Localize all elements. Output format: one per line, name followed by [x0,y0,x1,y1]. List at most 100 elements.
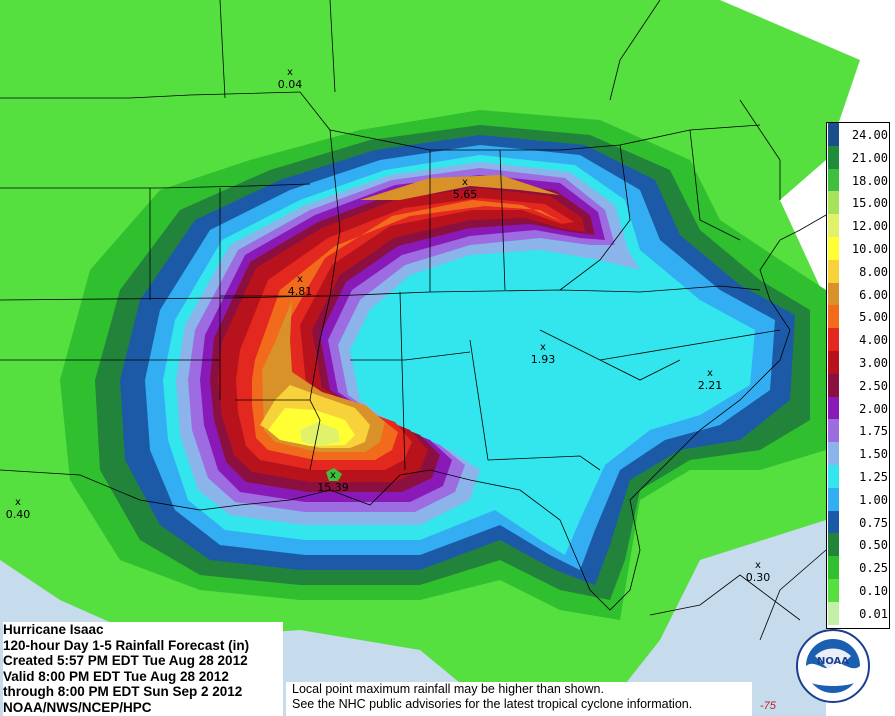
legend-value: 2.00 [859,401,888,416]
rainfall-maximum: x5.65 [453,177,478,201]
legend-swatch [828,533,839,557]
legend-value: 1.50 [859,447,888,462]
legend-row: 1.50 [827,442,889,466]
band-15.00 [326,468,342,481]
maximum-marker: x [540,342,546,353]
source-label: NOAA/NWS/NCEP/HPC [3,699,152,715]
band-12.00 [300,422,340,446]
map-subtitle: 120-hour Day 1-5 Rainfall Forecast (in) [3,637,250,653]
legend-swatch [828,396,839,420]
legend-row: 12.00 [827,214,889,238]
legend-row: 8.00 [827,259,889,283]
maximum-marker: x [287,67,293,78]
through-time: through 8:00 PM EDT Sun Sep 2 2012 [3,684,243,699]
legend-row: 24.00 [827,123,889,146]
legend-row: 2.50 [827,373,889,397]
legend-swatch [828,373,839,397]
legend-value: 0.75 [859,515,888,530]
legend-value: 12.00 [851,219,888,234]
legend-swatch [828,237,839,260]
maximum-value-label: 1.93 [531,353,556,366]
legend-swatch [828,145,839,169]
legend-value: 5.00 [859,310,888,325]
legend-swatch [828,351,839,374]
legend-row: 0.01 [827,601,889,625]
legend-swatch [828,305,839,329]
legend-row: 0.25 [827,556,889,580]
rainfall-maximum: x15.39 [317,470,349,494]
legend-value: 0.10 [859,584,888,598]
legend-swatch [828,191,839,215]
note-line-1: Local point maximum rainfall may be high… [292,682,604,696]
legend-row: 0.50 [827,533,889,557]
legend-swatch [828,579,839,602]
map-title: Hurricane Isaac [3,622,104,637]
maximum-value-label: 15.39 [317,481,349,494]
legend-value: 6.00 [859,287,888,302]
legend-row: 10.00 [827,237,889,260]
maximum-value-label: 0.04 [278,78,303,91]
legend-value: 8.00 [859,264,888,279]
legend-swatch [828,601,839,625]
maximum-marker: x [15,497,21,508]
maximum-value-label: 4.81 [288,285,313,298]
legend-swatch [828,556,839,580]
rainfall-maximum: x2.21 [698,368,723,392]
legend-swatch [828,465,839,488]
legend-swatch [828,510,839,534]
legend-row: 1.25 [827,465,889,488]
created-time: Created 5:57 PM EDT Tue Aug 28 2012 [3,653,248,668]
legend-value: 1.75 [859,424,888,439]
legend-row: 5.00 [827,305,889,329]
legend-value: 0.01 [859,606,888,621]
noaa-logo: NOAA [796,629,870,703]
rainfall-legend: 24.00 21.00 18.00 15.00 12.00 10.00 8.00 6.00 5.… [826,122,890,629]
legend-value: 1.00 [859,492,888,507]
legend-row: 2.00 [827,396,889,420]
legend-swatch [828,487,839,511]
legend-row: 21.00 [827,145,889,169]
legend-value: 3.00 [859,356,888,370]
legend-value: 0.50 [859,538,888,553]
maximum-value-label: 0.30 [746,571,771,584]
longitude-label: -75 [760,700,776,712]
legend-swatch [828,259,839,283]
maximum-value-label: 0.40 [6,508,31,521]
legend-row: 3.00 [827,351,889,374]
legend-row: 0.10 [827,579,889,602]
legend-row: 1.00 [827,487,889,511]
legend-swatch [828,168,839,192]
legend-row: 15.00 [827,191,889,215]
legend-value: 21.00 [851,150,888,165]
maximum-marker: x [330,470,336,481]
maximum-marker: x [297,274,303,285]
maximum-marker: x [707,368,713,379]
logo-text: NOAA [817,656,849,667]
info-box: Hurricane Isaac 120-hour Day 1-5 Rainfal… [3,622,283,716]
rainfall-maximum: x0.40 [6,497,31,521]
legend-row: 6.00 [827,282,889,306]
legend-row: 4.00 [827,328,889,352]
legend-swatch [828,419,839,443]
legend-value: 4.00 [859,333,888,348]
maxima-layer: x0.04x5.65x4.81x1.93x2.21x15.39x0.40x0.3… [6,67,771,584]
legend-swatch [828,282,839,306]
legend-row: 0.75 [827,510,889,534]
legend-value: 10.00 [851,242,888,256]
maximum-marker: x [462,177,468,188]
legend-swatch [828,442,839,466]
legend-swatch [828,214,839,238]
legend-value: 18.00 [851,173,888,188]
legend-value: 24.00 [851,128,888,142]
rainfall-maximum: x4.81 [288,274,313,298]
rainfall-maximum: x0.04 [278,67,303,91]
legend-value: 15.00 [851,196,888,211]
legend-swatch [828,123,839,146]
rainfall-maximum: x0.30 [746,560,771,584]
legend-value: 1.25 [859,470,888,484]
rainfall-maximum: x1.93 [531,342,556,366]
legend-row: 1.75 [827,419,889,443]
note-line-2: See the NHC public advisories for the la… [292,697,693,711]
maximum-marker: x [755,560,761,571]
